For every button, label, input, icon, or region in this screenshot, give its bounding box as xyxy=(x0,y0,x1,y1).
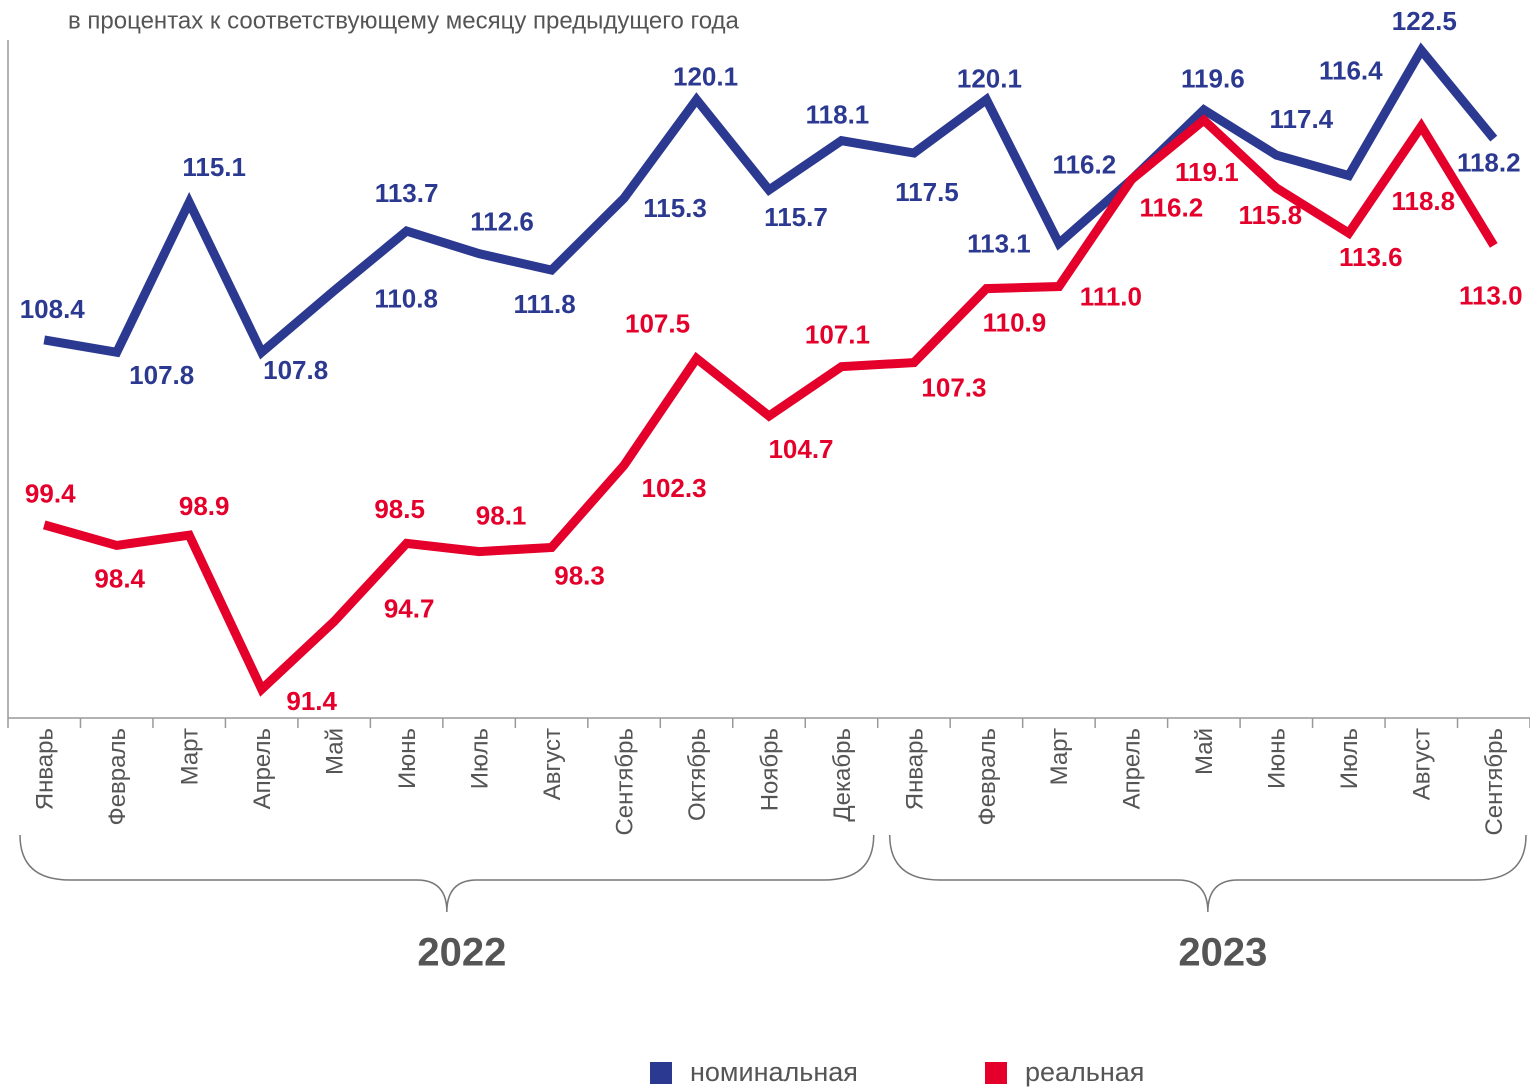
data-label: 118.1 xyxy=(806,100,870,130)
data-label: 110.8 xyxy=(374,284,438,314)
x-tick-label: Декабрь xyxy=(829,728,856,822)
data-label: 98.9 xyxy=(179,491,230,521)
data-label: 104.7 xyxy=(768,434,833,464)
data-label: 98.4 xyxy=(94,563,145,593)
data-label: 117.4 xyxy=(1270,104,1334,134)
x-tick-label: Ноябрь xyxy=(756,728,783,811)
legend-label: номинальная xyxy=(690,1057,858,1087)
x-tick-label: Май xyxy=(321,728,348,775)
group-brace xyxy=(19,834,875,913)
data-label: 91.4 xyxy=(286,686,337,716)
group-label: 2023 xyxy=(1178,931,1267,975)
data-label: 98.3 xyxy=(554,560,605,590)
x-tick-label: Апрель xyxy=(1119,728,1146,809)
data-label: 122.5 xyxy=(1392,6,1457,36)
data-label: 115.3 xyxy=(643,193,707,223)
x-tick-label: Июнь xyxy=(1264,728,1291,789)
data-label: 107.5 xyxy=(625,308,690,338)
data-label: 116.2 xyxy=(1053,150,1117,180)
data-label: 120.1 xyxy=(957,63,1022,93)
data-label: 110.9 xyxy=(983,307,1047,337)
data-label: 112.6 xyxy=(470,207,534,237)
x-tick-label: Август xyxy=(1409,728,1436,800)
data-label: 119.1 xyxy=(1175,157,1239,187)
data-label: 111.8 xyxy=(513,289,575,319)
data-label: 115.8 xyxy=(1239,200,1303,230)
data-label: 111.0 xyxy=(1080,281,1142,311)
data-label: 120.1 xyxy=(673,61,738,91)
data-label: 117.5 xyxy=(895,177,959,207)
x-tick-label: Май xyxy=(1191,728,1218,775)
data-label: 99.4 xyxy=(25,479,76,509)
chart-subtitle: в процентах к соответствующему месяцу пр… xyxy=(68,7,740,34)
x-tick-label: Февраль xyxy=(104,728,131,826)
data-label: 108.4 xyxy=(20,294,86,324)
x-tick-label: Февраль xyxy=(974,728,1001,826)
data-label: 94.7 xyxy=(384,593,435,623)
data-label: 107.8 xyxy=(263,355,328,385)
data-label: 98.1 xyxy=(476,500,527,530)
x-tick-label: Июнь xyxy=(394,728,421,789)
data-label: 113.7 xyxy=(375,178,439,208)
data-label: 115.1 xyxy=(182,152,246,182)
legend-swatch xyxy=(985,1062,1007,1084)
data-label: 116.4 xyxy=(1319,55,1383,85)
data-label: 118.8 xyxy=(1391,186,1455,216)
x-tick-label: Август xyxy=(539,728,566,800)
x-tick-label: Июль xyxy=(1336,728,1363,789)
data-label: 113.1 xyxy=(967,228,1031,258)
x-tick-label: Январь xyxy=(901,728,928,810)
x-tick-label: Март xyxy=(1046,728,1073,785)
data-label: 115.7 xyxy=(764,202,828,232)
group-brace xyxy=(888,834,1527,913)
data-label: 107.1 xyxy=(805,320,870,350)
data-label: 107.3 xyxy=(921,372,986,402)
data-label: 118.2 xyxy=(1457,147,1521,177)
x-tick-label: Март xyxy=(177,728,204,785)
x-tick-label: Сентябрь xyxy=(611,728,638,836)
data-label: 113.6 xyxy=(1339,242,1403,272)
legend-swatch xyxy=(650,1062,672,1084)
x-tick-label: Сентябрь xyxy=(1481,728,1508,836)
series-line xyxy=(43,114,1498,697)
series-line xyxy=(43,42,1498,360)
legend-label: реальная xyxy=(1025,1057,1144,1087)
x-tick-label: Июль xyxy=(466,728,493,789)
data-label: 119.6 xyxy=(1181,64,1245,94)
data-label: 113.0 xyxy=(1459,280,1523,310)
group-label: 2022 xyxy=(417,931,506,975)
data-label: 98.5 xyxy=(374,494,425,524)
x-tick-label: Апрель xyxy=(249,728,276,809)
x-tick-label: Январь xyxy=(32,728,59,810)
x-tick-label: Октябрь xyxy=(684,728,711,821)
data-label: 107.8 xyxy=(129,360,194,390)
data-label: 102.3 xyxy=(642,473,707,503)
data-label: 116.2 xyxy=(1140,193,1204,223)
